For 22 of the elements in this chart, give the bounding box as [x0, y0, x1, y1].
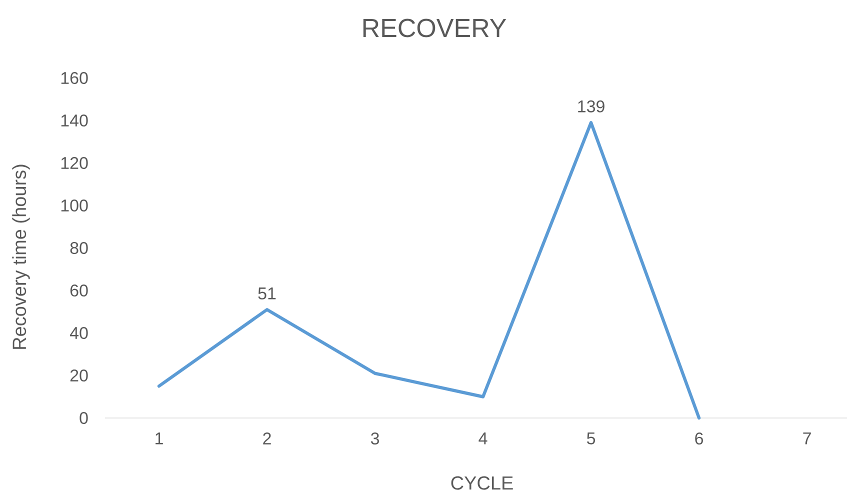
y-tick-label: 160 [61, 72, 88, 84]
y-tick-label: 20 [70, 369, 88, 382]
x-tick-label: 5 [586, 432, 596, 444]
data-label: 51 [258, 288, 276, 300]
x-tick-label: 7 [803, 432, 811, 444]
x-tick-label: 1 [156, 432, 163, 444]
y-tick-label: 40 [70, 326, 88, 340]
y-tick-label: 120 [61, 156, 88, 170]
y-tick-label: 100 [61, 199, 88, 212]
y-tick-label: 60 [70, 284, 88, 297]
x-tick-label: 2 [263, 432, 271, 444]
y-axis-title: Recovery time (hours) [12, 164, 30, 349]
x-tick-label: 4 [478, 432, 488, 444]
x-tick-label: 6 [695, 432, 704, 445]
y-tick-label: 0 [80, 412, 88, 424]
x-axis-title: CYCLE [451, 476, 513, 490]
x-tick-label: 3 [370, 432, 379, 445]
data-label: 139 [578, 100, 604, 112]
y-tick-label: 140 [61, 114, 88, 127]
chart-title: RECOVERY [363, 18, 506, 38]
line-series [157, 121, 701, 420]
y-tick-label: 80 [70, 242, 88, 254]
